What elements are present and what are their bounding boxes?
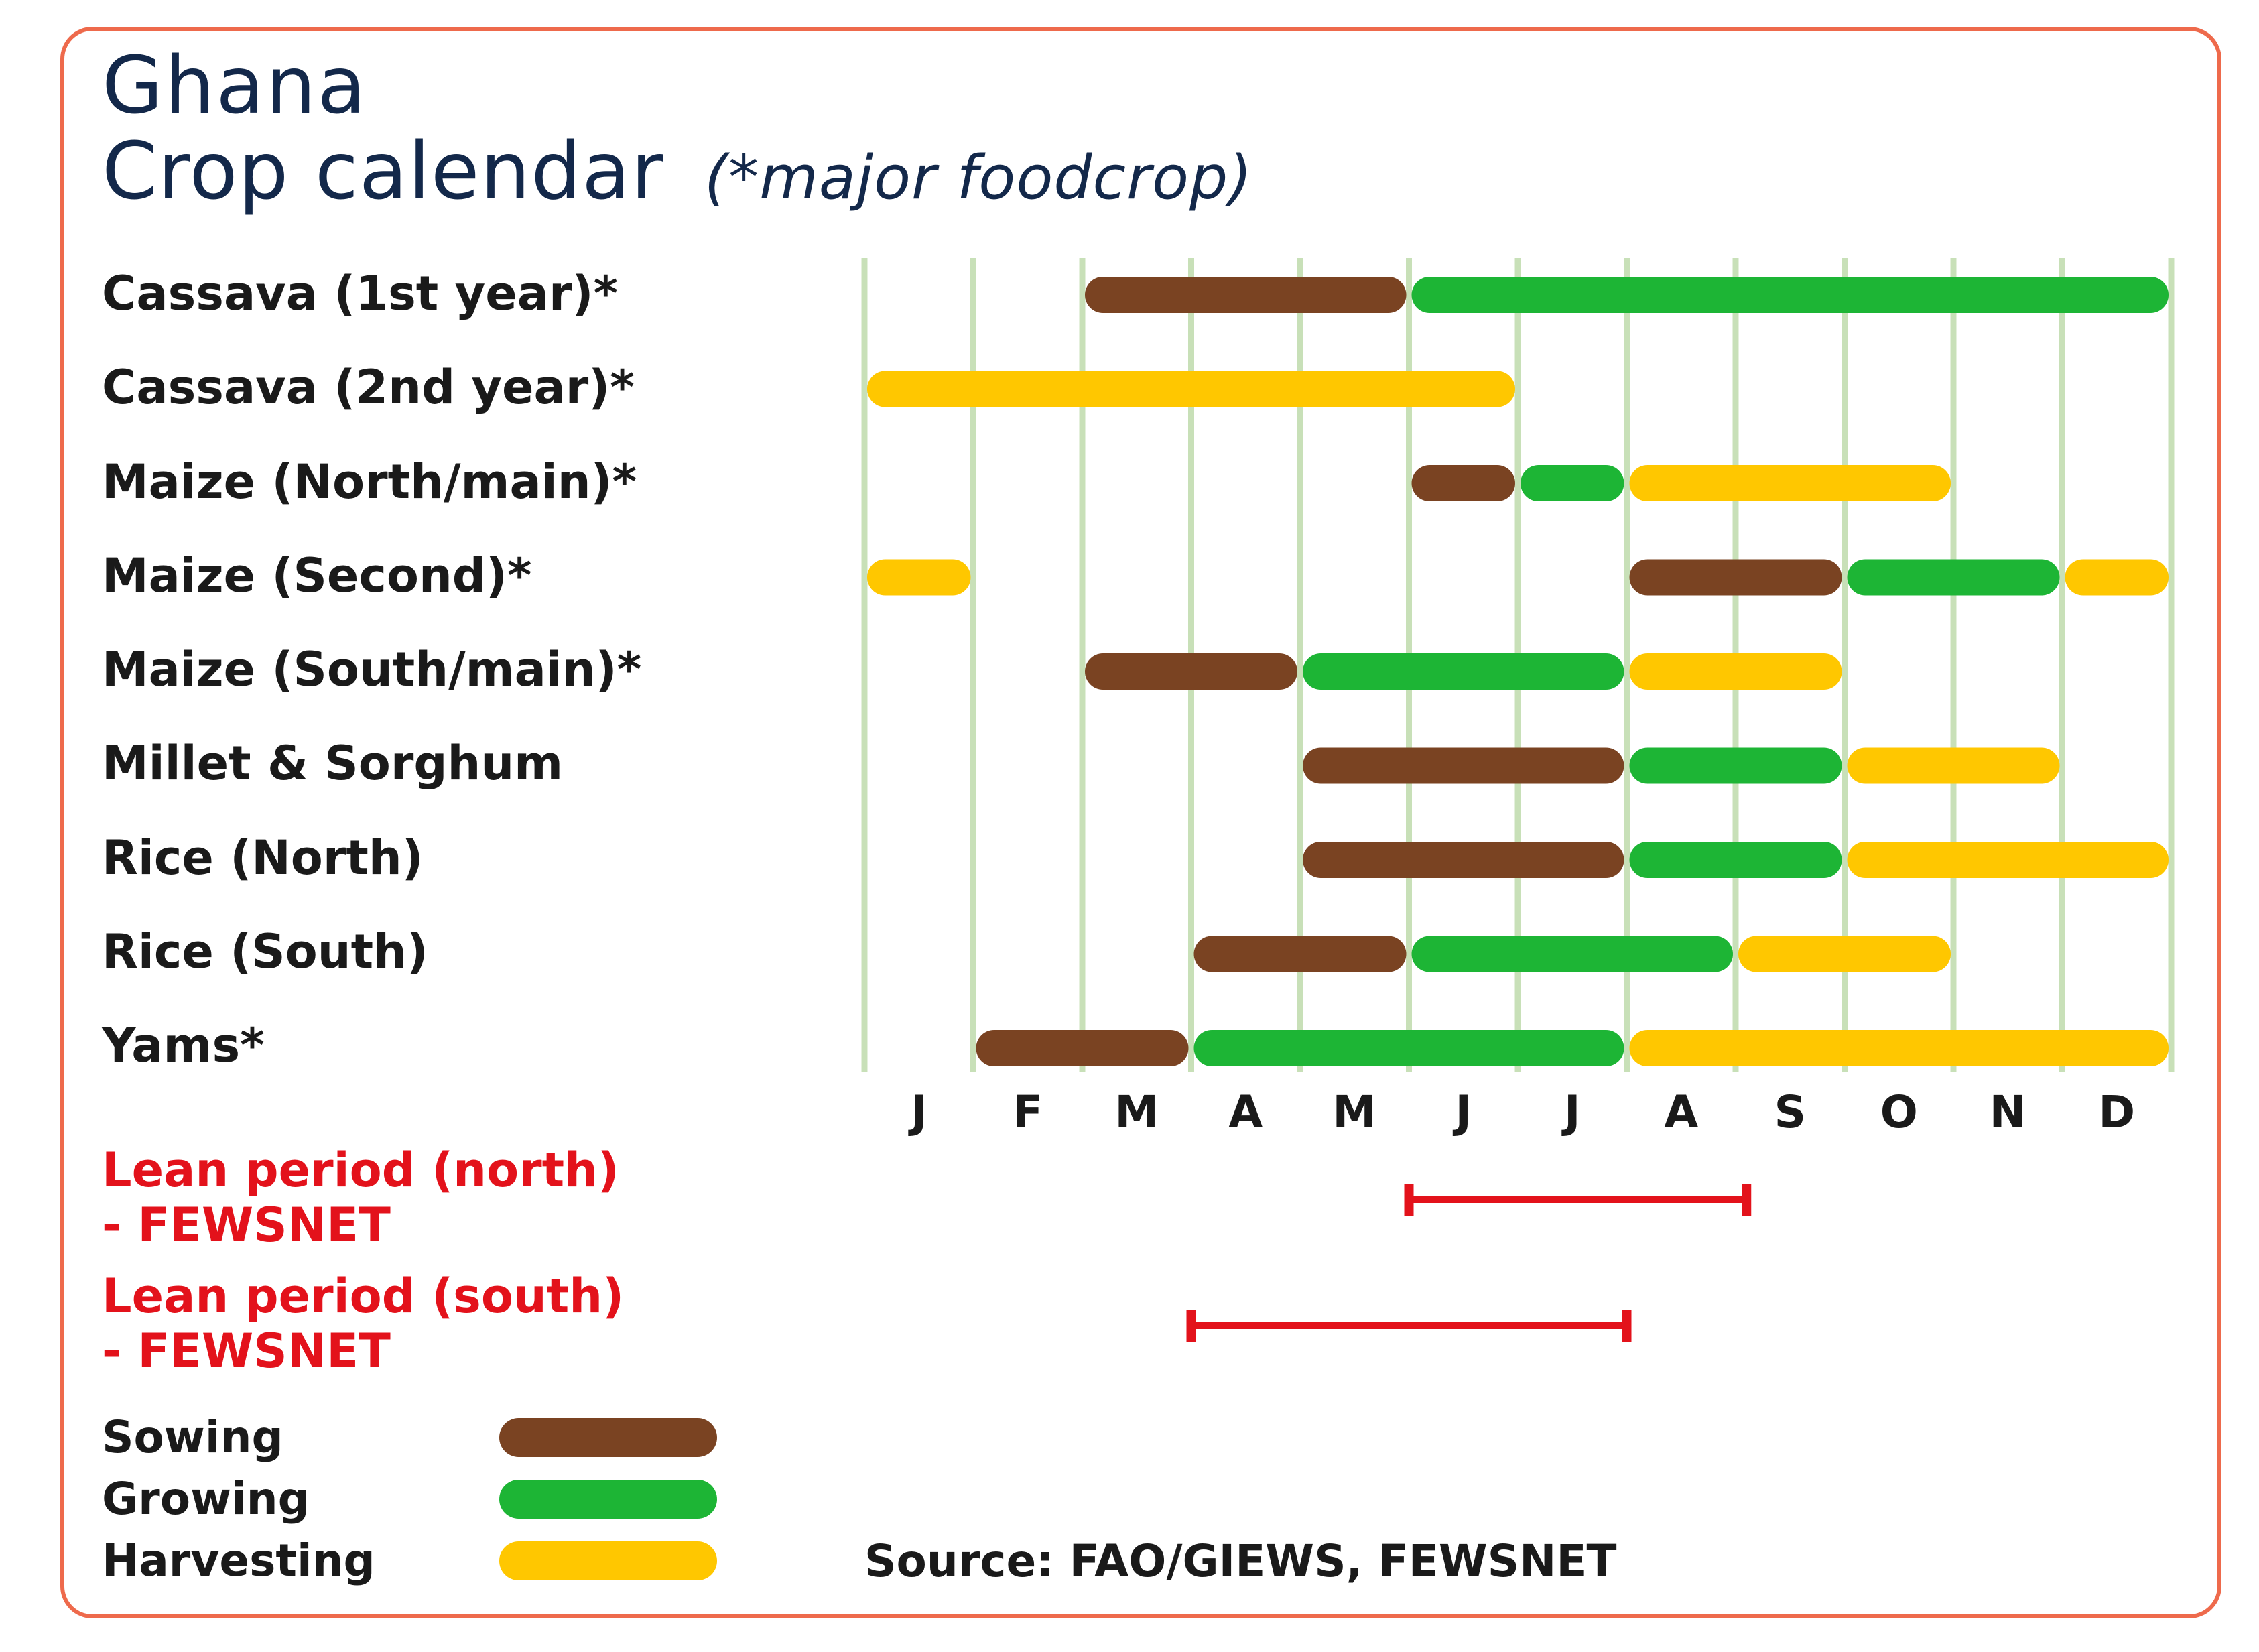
- row-label: Maize (North/main)*: [102, 454, 637, 509]
- legend-swatch-harvesting: [499, 1541, 717, 1580]
- month-tick-label: J: [908, 1086, 927, 1138]
- bar-harvesting: [1738, 936, 1951, 972]
- bar-growing: [1629, 842, 1842, 878]
- lean-label-north: Lean period (north) - FEWSNET: [102, 1143, 619, 1253]
- row-label: Cassava (1st year)*: [102, 266, 619, 321]
- bar-sowing: [1193, 936, 1407, 972]
- lean-label-north-line1: Lean period (north): [102, 1143, 619, 1198]
- month-tick-label: M: [1114, 1086, 1159, 1138]
- month-tick-label: D: [2098, 1086, 2135, 1138]
- row-label: Rice (North): [102, 830, 424, 885]
- month-tick-label: N: [1990, 1086, 2026, 1138]
- bar-harvesting: [867, 559, 971, 596]
- source-note: Source: FAO/GIEWS, FEWSNET: [864, 1535, 1617, 1587]
- lean-label-south-line1: Lean period (south): [102, 1269, 625, 1324]
- bar-growing: [1411, 936, 1733, 972]
- lean-label-north-line2: - FEWSNET: [102, 1198, 391, 1253]
- row-label: Maize (Second)*: [102, 548, 532, 603]
- row-label: Rice (South): [102, 924, 428, 979]
- month-tick-label: S: [1774, 1086, 1806, 1138]
- row-label: Millet & Sorghum: [102, 736, 564, 791]
- lean-label-south-line2: - FEWSNET: [102, 1324, 391, 1379]
- bar-sowing: [1303, 747, 1624, 784]
- bar-harvesting: [1629, 1030, 2169, 1066]
- chart-subtitle: Crop calendar (*major foodcrop): [102, 127, 1252, 222]
- bar-harvesting: [1629, 653, 1842, 690]
- bar-harvesting: [867, 371, 1515, 407]
- bar-growing: [1521, 465, 1624, 501]
- bar-sowing: [1411, 465, 1515, 501]
- bar-sowing: [1303, 842, 1624, 878]
- month-tick-label: A: [1664, 1086, 1698, 1138]
- legend-label-harvesting: Harvesting: [102, 1535, 375, 1586]
- month-tick-label: F: [1013, 1086, 1043, 1138]
- bar-growing: [1303, 653, 1624, 690]
- bar-growing: [1193, 1030, 1624, 1066]
- lean-label-south: Lean period (south) - FEWSNET: [102, 1269, 624, 1379]
- bar-harvesting: [1847, 747, 2060, 784]
- month-tick-label: O: [1880, 1086, 1918, 1138]
- bar-growing: [1847, 559, 2060, 596]
- legend-label-sowing: Sowing: [102, 1411, 283, 1463]
- row-label: Cassava (2nd year)*: [102, 360, 635, 415]
- legend-label-growing: Growing: [102, 1473, 310, 1525]
- row-label: Maize (South/main)*: [102, 642, 642, 697]
- bar-growing: [1629, 747, 1842, 784]
- legend-swatch-growing: [499, 1480, 717, 1519]
- subtitle-text: Crop calendar: [102, 125, 664, 217]
- month-tick-label: M: [1332, 1086, 1376, 1138]
- month-tick-label: J: [1452, 1086, 1472, 1138]
- bar-sowing: [976, 1030, 1189, 1066]
- legend-swatch-sowing: [499, 1418, 717, 1457]
- month-tick-label: J: [1561, 1086, 1581, 1138]
- row-label: Yams*: [102, 1018, 265, 1073]
- bar-sowing: [1085, 653, 1297, 690]
- subtitle-note: (*major foodcrop): [704, 143, 1253, 213]
- bar-growing: [1411, 277, 2169, 313]
- bar-harvesting: [2065, 559, 2169, 596]
- bar-harvesting: [1847, 842, 2169, 878]
- bar-harvesting: [1629, 465, 1951, 501]
- bar-sowing: [1629, 559, 1842, 596]
- bar-sowing: [1085, 277, 1407, 313]
- month-tick-label: A: [1228, 1086, 1263, 1138]
- chart-title: Ghana: [102, 39, 367, 131]
